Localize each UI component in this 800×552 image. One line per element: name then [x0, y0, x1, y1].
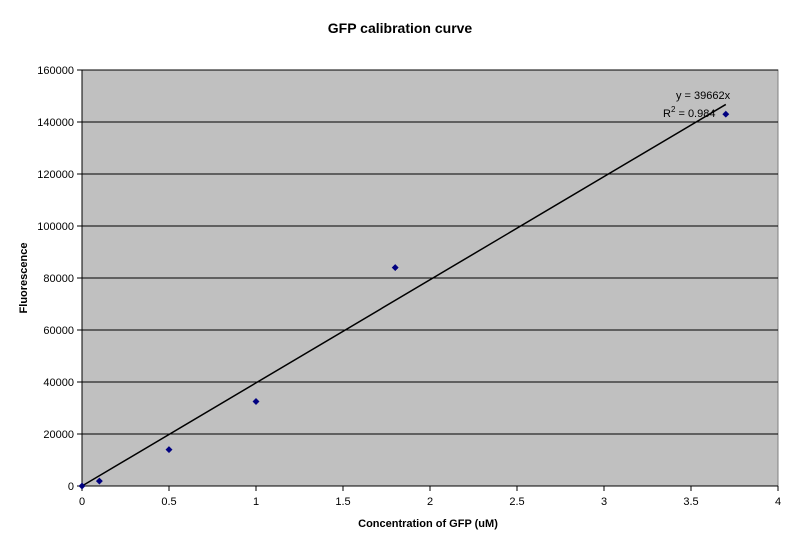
- y-tick-label: 20000: [43, 429, 74, 441]
- y-ticks: 0 20000 40000 60000 80000 100000 120000 140000 1…: [37, 65, 82, 493]
- y-tick-label: 60000: [43, 325, 74, 337]
- x-tick-label: 4: [775, 496, 781, 508]
- x-tick-label: 2: [427, 496, 433, 508]
- data-point: [165, 446, 173, 454]
- y-tick-label: 100000: [37, 221, 74, 233]
- data-point: [95, 477, 103, 485]
- r-squared-exponent: 2: [671, 105, 676, 114]
- x-axis-title: Concentration of GFP (uM): [358, 518, 498, 530]
- y-tick-label: 0: [68, 481, 74, 493]
- data-point: [391, 264, 399, 272]
- data-point: [78, 482, 86, 490]
- trendline-equation: y = 39662x: [676, 90, 731, 102]
- points-layer: [78, 110, 730, 490]
- x-tick-label: 0: [79, 496, 85, 508]
- data-point: [722, 110, 730, 118]
- y-axis-title: Fluorescence: [18, 243, 30, 314]
- x-tick-label: 1: [253, 496, 259, 508]
- trendline: [81, 103, 727, 487]
- x-tick-label: 3: [601, 496, 607, 508]
- x-ticks: 0 0.5 1 1.5 2 2.5 3 3.5 4: [79, 486, 781, 508]
- x-tick-label: 3.5: [683, 496, 698, 508]
- r-squared-value: = 0.984: [675, 108, 715, 120]
- y-tick-label: 140000: [37, 117, 74, 129]
- y-tick-label: 80000: [43, 273, 74, 285]
- grid-lines: [82, 69, 778, 435]
- r-squared-prefix: R: [663, 108, 671, 120]
- x-tick-label: 0.5: [161, 496, 176, 508]
- y-tick-label: 120000: [37, 169, 74, 181]
- y-tick-label: 40000: [43, 377, 74, 389]
- data-point: [252, 397, 260, 406]
- trendline-r-squared: R2 = 0.984: [663, 105, 715, 120]
- x-tick-label: 1.5: [335, 496, 350, 508]
- trendline-layer: [81, 103, 727, 487]
- y-tick-label: 160000: [37, 65, 74, 77]
- chart-title: GFP calibration curve: [328, 20, 473, 36]
- x-tick-label: 2.5: [509, 496, 524, 508]
